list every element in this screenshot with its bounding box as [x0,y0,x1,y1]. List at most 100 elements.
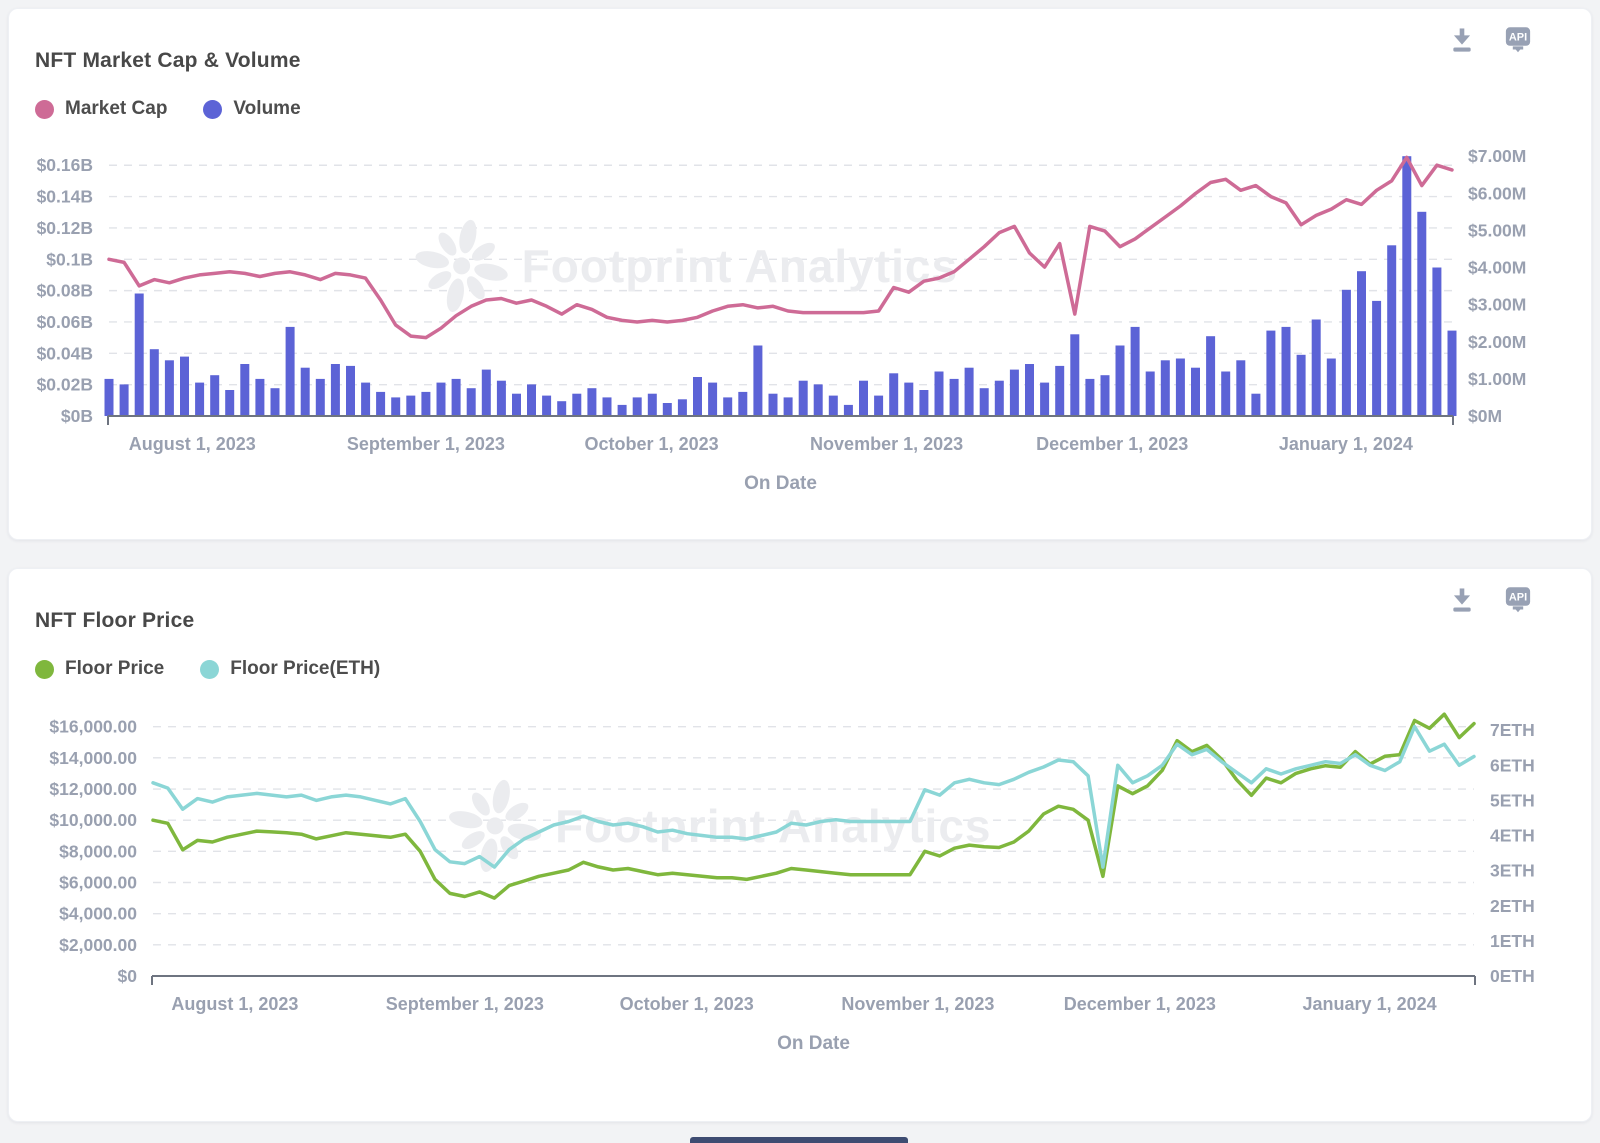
svg-text:$0.06B: $0.06B [37,312,93,332]
svg-text:October 1, 2023: October 1, 2023 [620,994,754,1014]
chart-toolbar: API [1447,25,1533,55]
svg-text:$8,000.00: $8,000.00 [59,841,137,861]
legend-item-volume[interactable]: Volume [203,98,301,120]
legend-dot-volume [203,99,223,119]
svg-text:$0: $0 [118,966,138,986]
svg-text:November 1, 2023: November 1, 2023 [841,994,994,1014]
series-floor-price-eth- [151,724,1476,869]
svg-text:Footprint Analytics: Footprint Analytics [522,240,958,292]
series-market-cap [107,155,1454,340]
legend-label: Floor Price [65,658,165,679]
svg-text:$4.00M: $4.00M [1468,258,1526,278]
svg-text:API: API [1509,592,1527,604]
footprint-logo-icon [415,219,508,312]
download-icon [1453,588,1471,612]
floor-price-card: API NFT Floor Price Floor Price Floor Pr… [8,568,1592,1122]
svg-text:November 1, 2023: November 1, 2023 [810,434,963,454]
svg-text:$2.00M: $2.00M [1468,332,1526,352]
svg-text:On Date: On Date [744,473,817,494]
svg-text:API: API [1509,32,1527,44]
svg-text:On Date: On Date [777,1033,850,1054]
legend-item-market-cap[interactable]: Market Cap [35,98,167,120]
svg-text:December 1, 2023: December 1, 2023 [1064,994,1216,1014]
chart-legend: Market Cap Volume [35,98,1583,120]
watermark: Footprint Analytics [415,219,958,312]
legend-label: Volume [233,98,301,119]
right-axis-labels: 0ETH 1ETH 2ETH 3ETH 4ETH 5ETH 6ETH 7ETH [1490,720,1535,986]
svg-text:September 1, 2023: September 1, 2023 [386,994,544,1014]
left-axis-labels: $0B $0.02B $0.04B $0.06B $0.08B $0.1B $0.12B $0… [37,155,93,426]
api-button[interactable]: API [1503,25,1533,55]
legend-item-floor-price-eth[interactable]: Floor Price(ETH) [200,658,380,680]
series-floor-price [151,712,1476,900]
legend-dot-floor-price [35,659,54,679]
x-axis-labels: August 1, 2023 September 1, 2023 October 1… [171,994,1436,1054]
x-axis [107,415,1454,425]
left-axis-labels: $0 $2,000.00 $4,000.00 $6,000.00 $8,000.00 $1… [49,717,137,986]
svg-text:$0.12B: $0.12B [37,218,93,238]
footprint-logo-icon [449,779,542,872]
page: { "page": { "background": "#f2f3f5" }, "… [0,8,1600,1143]
svg-text:August 1, 2023: August 1, 2023 [171,994,298,1014]
floor-price-chart[interactable]: Footprint Analytics$0$2,000.00$4,000.00$… [17,694,1581,1072]
watermark: Footprint Analytics [449,779,991,872]
svg-text:7ETH: 7ETH [1490,720,1535,740]
svg-text:January 1, 2024: January 1, 2024 [1303,994,1437,1014]
legend-label: Market Cap [65,98,168,119]
chart-legend: Floor Price Floor Price(ETH) [35,658,1583,680]
svg-text:5ETH: 5ETH [1490,790,1535,810]
svg-text:$0.16B: $0.16B [37,155,93,175]
svg-text:$5.00M: $5.00M [1468,220,1526,240]
legend-item-floor-price[interactable]: Floor Price [35,658,164,680]
svg-text:$4,000.00: $4,000.00 [59,904,137,924]
svg-text:$3.00M: $3.00M [1468,295,1526,315]
svg-text:$0.08B: $0.08B [37,281,93,301]
svg-text:1ETH: 1ETH [1490,931,1535,951]
svg-text:$14,000.00: $14,000.00 [49,748,137,768]
svg-text:$7.00M: $7.00M [1468,146,1526,166]
svg-text:$0M: $0M [1468,406,1502,426]
svg-text:3ETH: 3ETH [1490,861,1535,881]
svg-text:$6.00M: $6.00M [1468,183,1526,203]
download-button[interactable] [1447,585,1477,615]
svg-text:$0.02B: $0.02B [37,375,93,395]
download-icon [1453,28,1471,52]
svg-text:$6,000.00: $6,000.00 [59,873,137,893]
api-icon: API [1505,27,1531,53]
svg-text:August 1, 2023: August 1, 2023 [129,434,256,454]
svg-text:$0B: $0B [61,406,93,426]
right-axis-labels: $0M $1.00M $2.00M $3.00M $4.00M $5.00M $6.00M $… [1468,146,1526,426]
download-button[interactable] [1447,25,1477,55]
svg-text:0ETH: 0ETH [1490,966,1535,986]
svg-text:$16,000.00: $16,000.00 [49,717,137,737]
legend-dot-market-cap [35,99,54,119]
legend-dot-floor-price-eth [200,659,220,679]
chart-toolbar: API [1447,585,1533,615]
svg-text:Footprint Analytics: Footprint Analytics [555,800,991,852]
svg-text:$2,000.00: $2,000.00 [59,935,137,955]
svg-text:6ETH: 6ETH [1490,755,1535,775]
svg-text:$10,000.00: $10,000.00 [49,810,137,830]
svg-text:$0.04B: $0.04B [37,343,93,363]
market-cap-volume-chart[interactable]: Footprint Analytics $0B $0.02B $0.04B $0.06B… [17,134,1581,512]
scroll-indicator[interactable] [690,1137,908,1143]
svg-text:January 1, 2024: January 1, 2024 [1279,434,1413,454]
market-cap-volume-card: API NFT Market Cap & Volume Market Cap V… [8,8,1592,540]
svg-text:September 1, 2023: September 1, 2023 [347,434,505,454]
x-axis-labels: August 1, 2023 September 1, 2023 October 1… [129,434,1413,494]
svg-text:$0.14B: $0.14B [37,187,93,207]
x-axis [151,975,1476,985]
series-volume [104,156,1457,416]
legend-label: Floor Price(ETH) [230,658,381,679]
svg-text:$1.00M: $1.00M [1468,369,1526,389]
gridlines [153,725,1474,946]
svg-text:4ETH: 4ETH [1490,826,1535,846]
api-button[interactable]: API [1503,585,1533,615]
svg-text:$12,000.00: $12,000.00 [49,779,137,799]
svg-text:2ETH: 2ETH [1490,896,1535,916]
api-icon: API [1505,587,1531,613]
svg-text:October 1, 2023: October 1, 2023 [585,434,719,454]
svg-text:$0.1B: $0.1B [46,249,93,269]
chart-title: NFT Floor Price [35,609,195,632]
svg-text:December 1, 2023: December 1, 2023 [1036,434,1188,454]
